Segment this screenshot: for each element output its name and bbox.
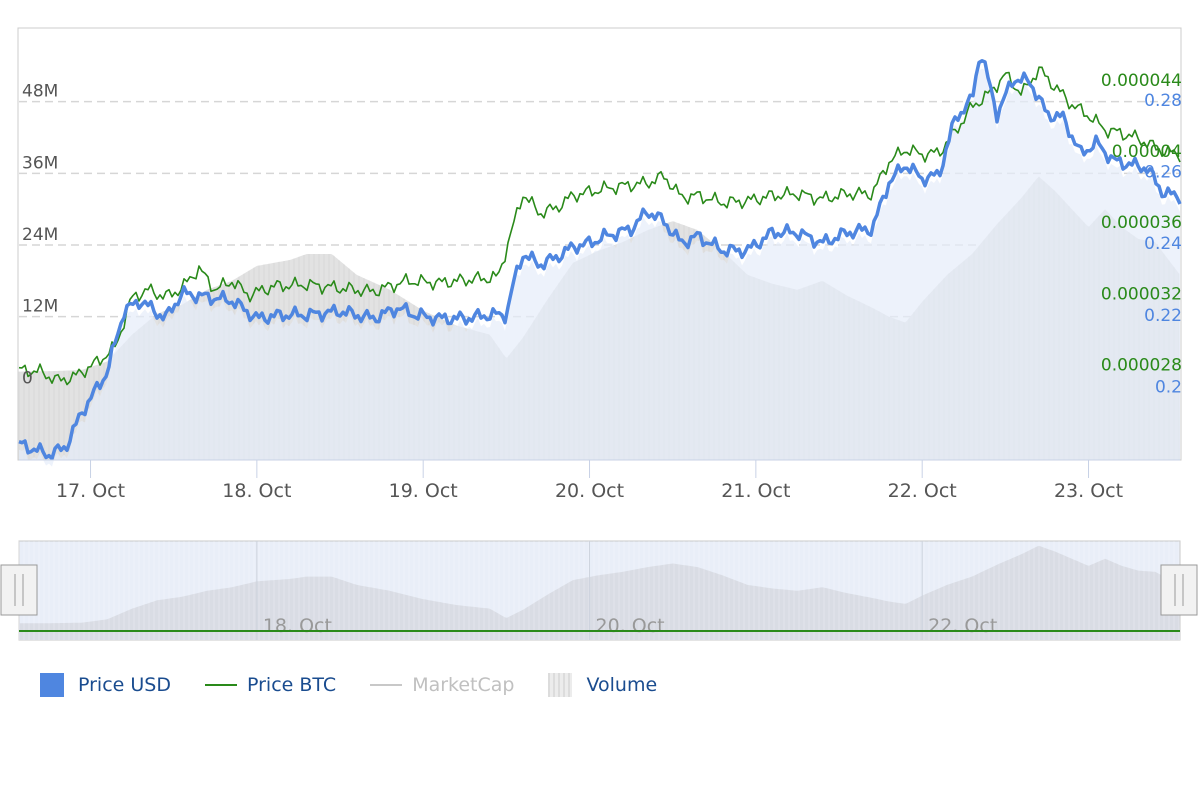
y-tick-volume: 36M: [22, 153, 58, 173]
marketcap-legend-symbol: [370, 684, 403, 686]
x-tick-label: 21. Oct: [721, 480, 790, 502]
x-tick-label: 22. Oct: [888, 480, 957, 502]
x-tick-label: 20. Oct: [555, 480, 624, 502]
legend-item-marketcap[interactable]: MarketCap: [370, 674, 514, 696]
legend-label-marketcap: MarketCap: [412, 674, 515, 696]
handle-box[interactable]: [0, 564, 38, 616]
y-tick-volume: 24M: [22, 225, 58, 245]
navigator-handle-right[interactable]: [1160, 564, 1198, 616]
navigator-label: 22. Oct: [928, 615, 997, 637]
y-tick-price-btc: 0.00004: [1112, 142, 1182, 162]
legend-item-price-usd[interactable]: Price USD: [40, 673, 171, 697]
volume-legend-symbol: [548, 673, 573, 697]
x-tick-label: 23. Oct: [1054, 480, 1123, 502]
price-usd-series: [18, 58, 1182, 461]
legend-label-volume: Volume: [586, 674, 658, 696]
y-tick-price-btc: 0.000032: [1101, 284, 1182, 304]
legend-item-volume[interactable]: Volume: [548, 673, 657, 697]
x-tick-label: 18. Oct: [222, 480, 291, 502]
price-btc-line: [18, 66, 1181, 386]
y-tick-price-usd: 0.26: [1144, 163, 1182, 183]
price-btc-series: [18, 66, 1181, 386]
legend: Price USD Price BTC MarketCap Volume: [40, 672, 691, 698]
y-tick-price-btc: 0.000028: [1101, 356, 1182, 376]
navigator[interactable]: 18. Oct 20. Oct 22. Oct: [0, 540, 1198, 641]
x-tick-label: 17. Oct: [56, 480, 125, 502]
legend-label-price-usd: Price USD: [78, 674, 171, 696]
y-tick-price-usd: 0.22: [1144, 306, 1182, 326]
marketcap-area: [19, 68, 1180, 467]
y-tick-price-usd: 0.2: [1155, 378, 1182, 398]
navigator-volume-area: [19, 545, 1180, 640]
y-tick-volume: 0: [22, 368, 33, 388]
price-usd-line: [18, 58, 1182, 461]
price-usd-legend-symbol: [40, 673, 64, 697]
navigator-label: 20. Oct: [596, 615, 665, 637]
legend-item-price-btc[interactable]: Price BTC: [205, 674, 336, 696]
navigator-label: 18. Oct: [263, 615, 332, 637]
legend-label-price-btc: Price BTC: [247, 674, 337, 696]
y-tick-price-usd: 0.24: [1144, 234, 1182, 254]
y-tick-price-btc: 0.000036: [1101, 213, 1182, 233]
price-btc-legend-symbol: [205, 684, 237, 686]
x-tick-label: 19. Oct: [389, 480, 458, 502]
marketcap-fill: [19, 68, 1180, 467]
navigator-handle-left[interactable]: [0, 564, 38, 616]
y-tick-volume: 12M: [22, 297, 58, 317]
handle-box[interactable]: [1160, 564, 1198, 616]
y-tick-price-usd: 0.28: [1144, 91, 1182, 111]
y-tick-price-btc: 0.000044: [1101, 71, 1182, 91]
y-tick-volume: 48M: [22, 82, 58, 102]
